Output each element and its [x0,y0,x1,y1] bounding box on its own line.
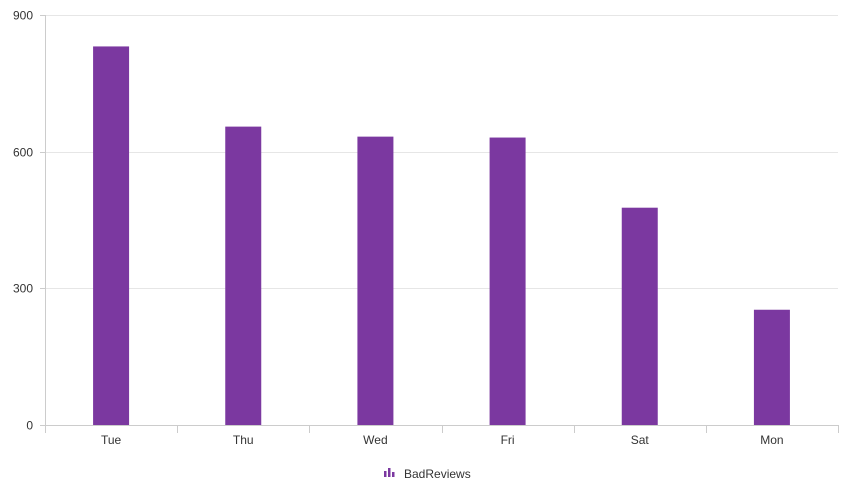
bar-wed[interactable] [357,136,394,425]
y-tick-label-300: 300 [13,282,33,296]
legend[interactable]: BadReviews [384,467,471,481]
legend-icon-bar-0 [384,471,387,477]
bar-sat[interactable] [621,207,658,425]
y-tick-label-0: 0 [26,419,33,433]
x-tick-label-tue: Tue [101,433,122,447]
legend-label-badreviews: BadReviews [404,467,471,481]
bar-series [93,46,790,426]
bar-fri[interactable] [489,137,526,426]
x-tick-label-wed: Wed [363,433,387,447]
x-tick-label-fri: Fri [501,433,515,447]
gridlines [45,15,838,289]
legend-icon-bar-1 [388,468,391,477]
bar-mon[interactable] [753,309,790,425]
x-tick-label-mon: Mon [760,433,783,447]
y-tick-label-900: 900 [13,9,33,23]
x-tick-label-thu: Thu [233,433,254,447]
bar-chart-icon [384,468,395,477]
legend-icon-bar-2 [392,472,395,477]
y-tick-label-600: 600 [13,146,33,160]
bar-tue[interactable] [93,46,130,425]
bar-thu[interactable] [225,126,262,425]
x-tick-label-sat: Sat [631,433,650,447]
tick-labels: 0 300 600 900 Tue Thu Wed Fri Sat Mon [13,9,784,448]
axes [40,15,839,433]
